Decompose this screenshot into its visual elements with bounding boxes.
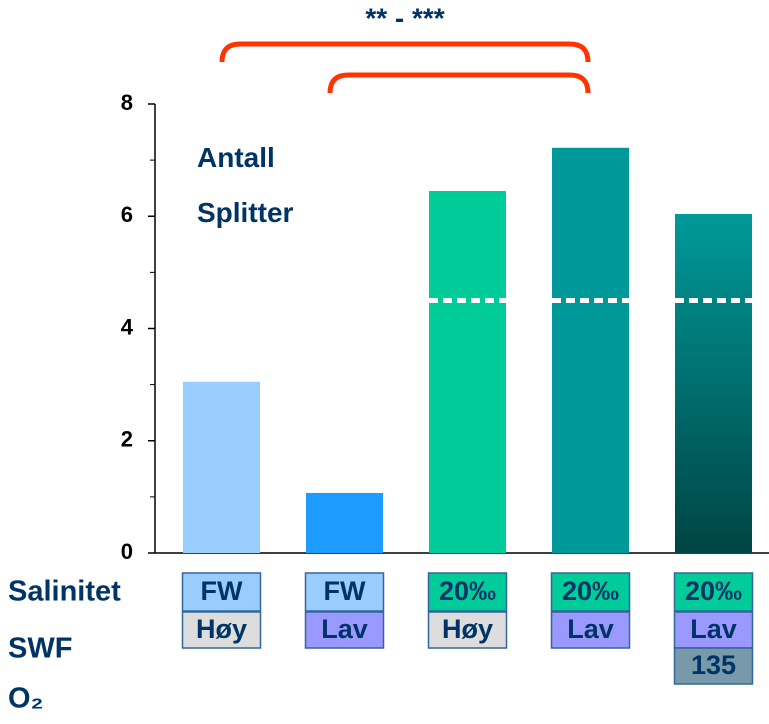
label-box	[673, 647, 754, 685]
bracket	[327, 72, 591, 94]
bracket	[219, 41, 591, 63]
label-box-text: Høy	[196, 614, 247, 644]
label-box-text: 20‰	[439, 576, 496, 606]
label-box-text: FW	[201, 576, 243, 606]
bar	[429, 190, 506, 553]
label-box	[181, 611, 262, 649]
row-label: O₂	[8, 683, 43, 715]
label-box-text: Lav	[321, 614, 368, 644]
label-box	[550, 611, 631, 649]
label-box	[427, 572, 508, 612]
label-box	[550, 572, 631, 612]
label-box-text: Høy	[442, 614, 493, 644]
annotation: ** - ***	[365, 2, 444, 33]
y-tick-label: 8	[121, 90, 133, 115]
row-label: Salinitet	[8, 576, 121, 608]
label-box	[673, 611, 754, 649]
chart-title: Antall Splitter	[197, 142, 294, 228]
row-label: SWF	[8, 633, 72, 665]
label-box-text: 20‰	[562, 576, 619, 606]
label-box-text: Lav	[690, 614, 737, 644]
label-box-text: 20‰	[685, 576, 742, 606]
y-tick-label: 4	[121, 314, 134, 339]
label-box	[181, 572, 262, 612]
bar	[675, 214, 752, 553]
label-box	[304, 572, 385, 612]
y-tick-label: 0	[121, 539, 133, 564]
y-tick-label: 2	[121, 427, 133, 452]
label-box	[304, 611, 385, 649]
label-box-text: 135	[691, 650, 736, 680]
bar	[552, 147, 629, 553]
label-box	[673, 572, 754, 612]
bar	[183, 381, 260, 553]
label-box-text: Lav	[567, 614, 614, 644]
y-tick-label: 6	[121, 202, 133, 227]
bar	[306, 492, 383, 553]
label-box-text: FW	[324, 576, 366, 606]
label-box	[427, 611, 508, 649]
